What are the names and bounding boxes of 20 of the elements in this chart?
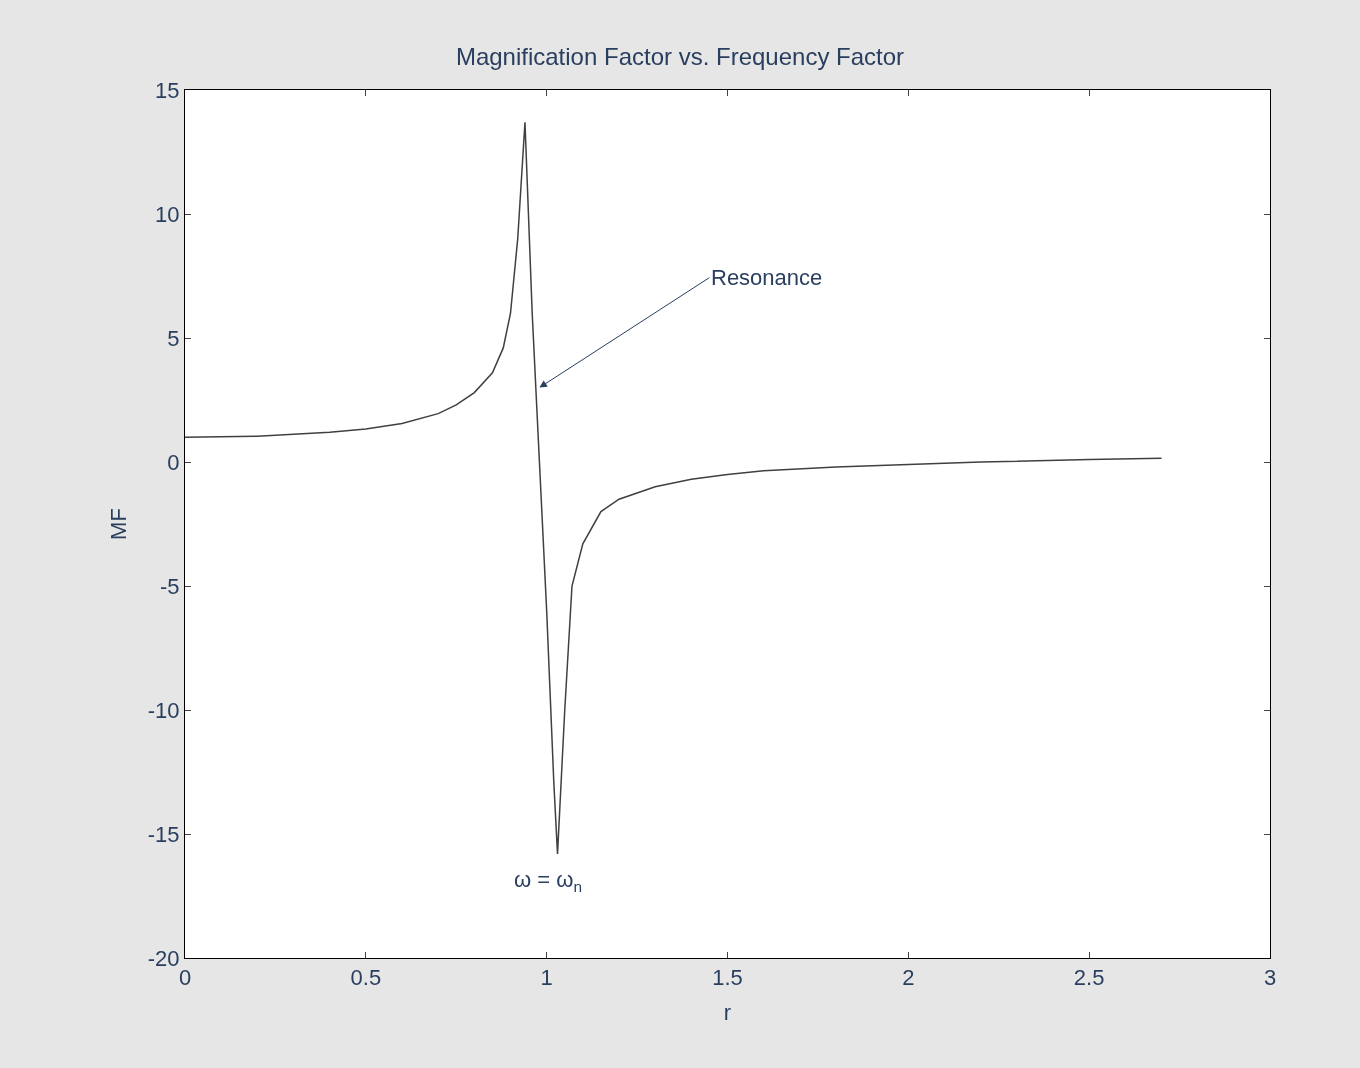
y-tick-label: -5 [160, 573, 180, 599]
y-tick-label: 5 [167, 325, 180, 351]
x-tick-label: 2.5 [1073, 965, 1105, 991]
annotation: Resonance [711, 265, 823, 290]
x-tick-label: 1 [540, 965, 553, 991]
y-tick-label: 10 [155, 201, 180, 227]
y-axis-title: MF [105, 508, 131, 540]
x-tick-label: 0.5 [350, 965, 382, 991]
chart-title: Magnification Factor vs. Frequency Factor [455, 42, 905, 70]
y-tick-label: 0 [167, 449, 180, 475]
y-tick-label: -20 [147, 945, 180, 971]
x-tick-label: 1.5 [712, 965, 743, 991]
y-tick-label: -10 [147, 697, 180, 723]
y-tick-label: 15 [155, 77, 180, 103]
x-tick-label: 3 [1263, 965, 1277, 991]
x-axis-title: r [723, 1000, 732, 1026]
line-series [185, 121, 1163, 855]
annotation: ω = ω$_{n}$ [514, 867, 582, 895]
y-tick-label: -15 [147, 821, 180, 847]
x-tick-label: 2 [902, 965, 915, 991]
